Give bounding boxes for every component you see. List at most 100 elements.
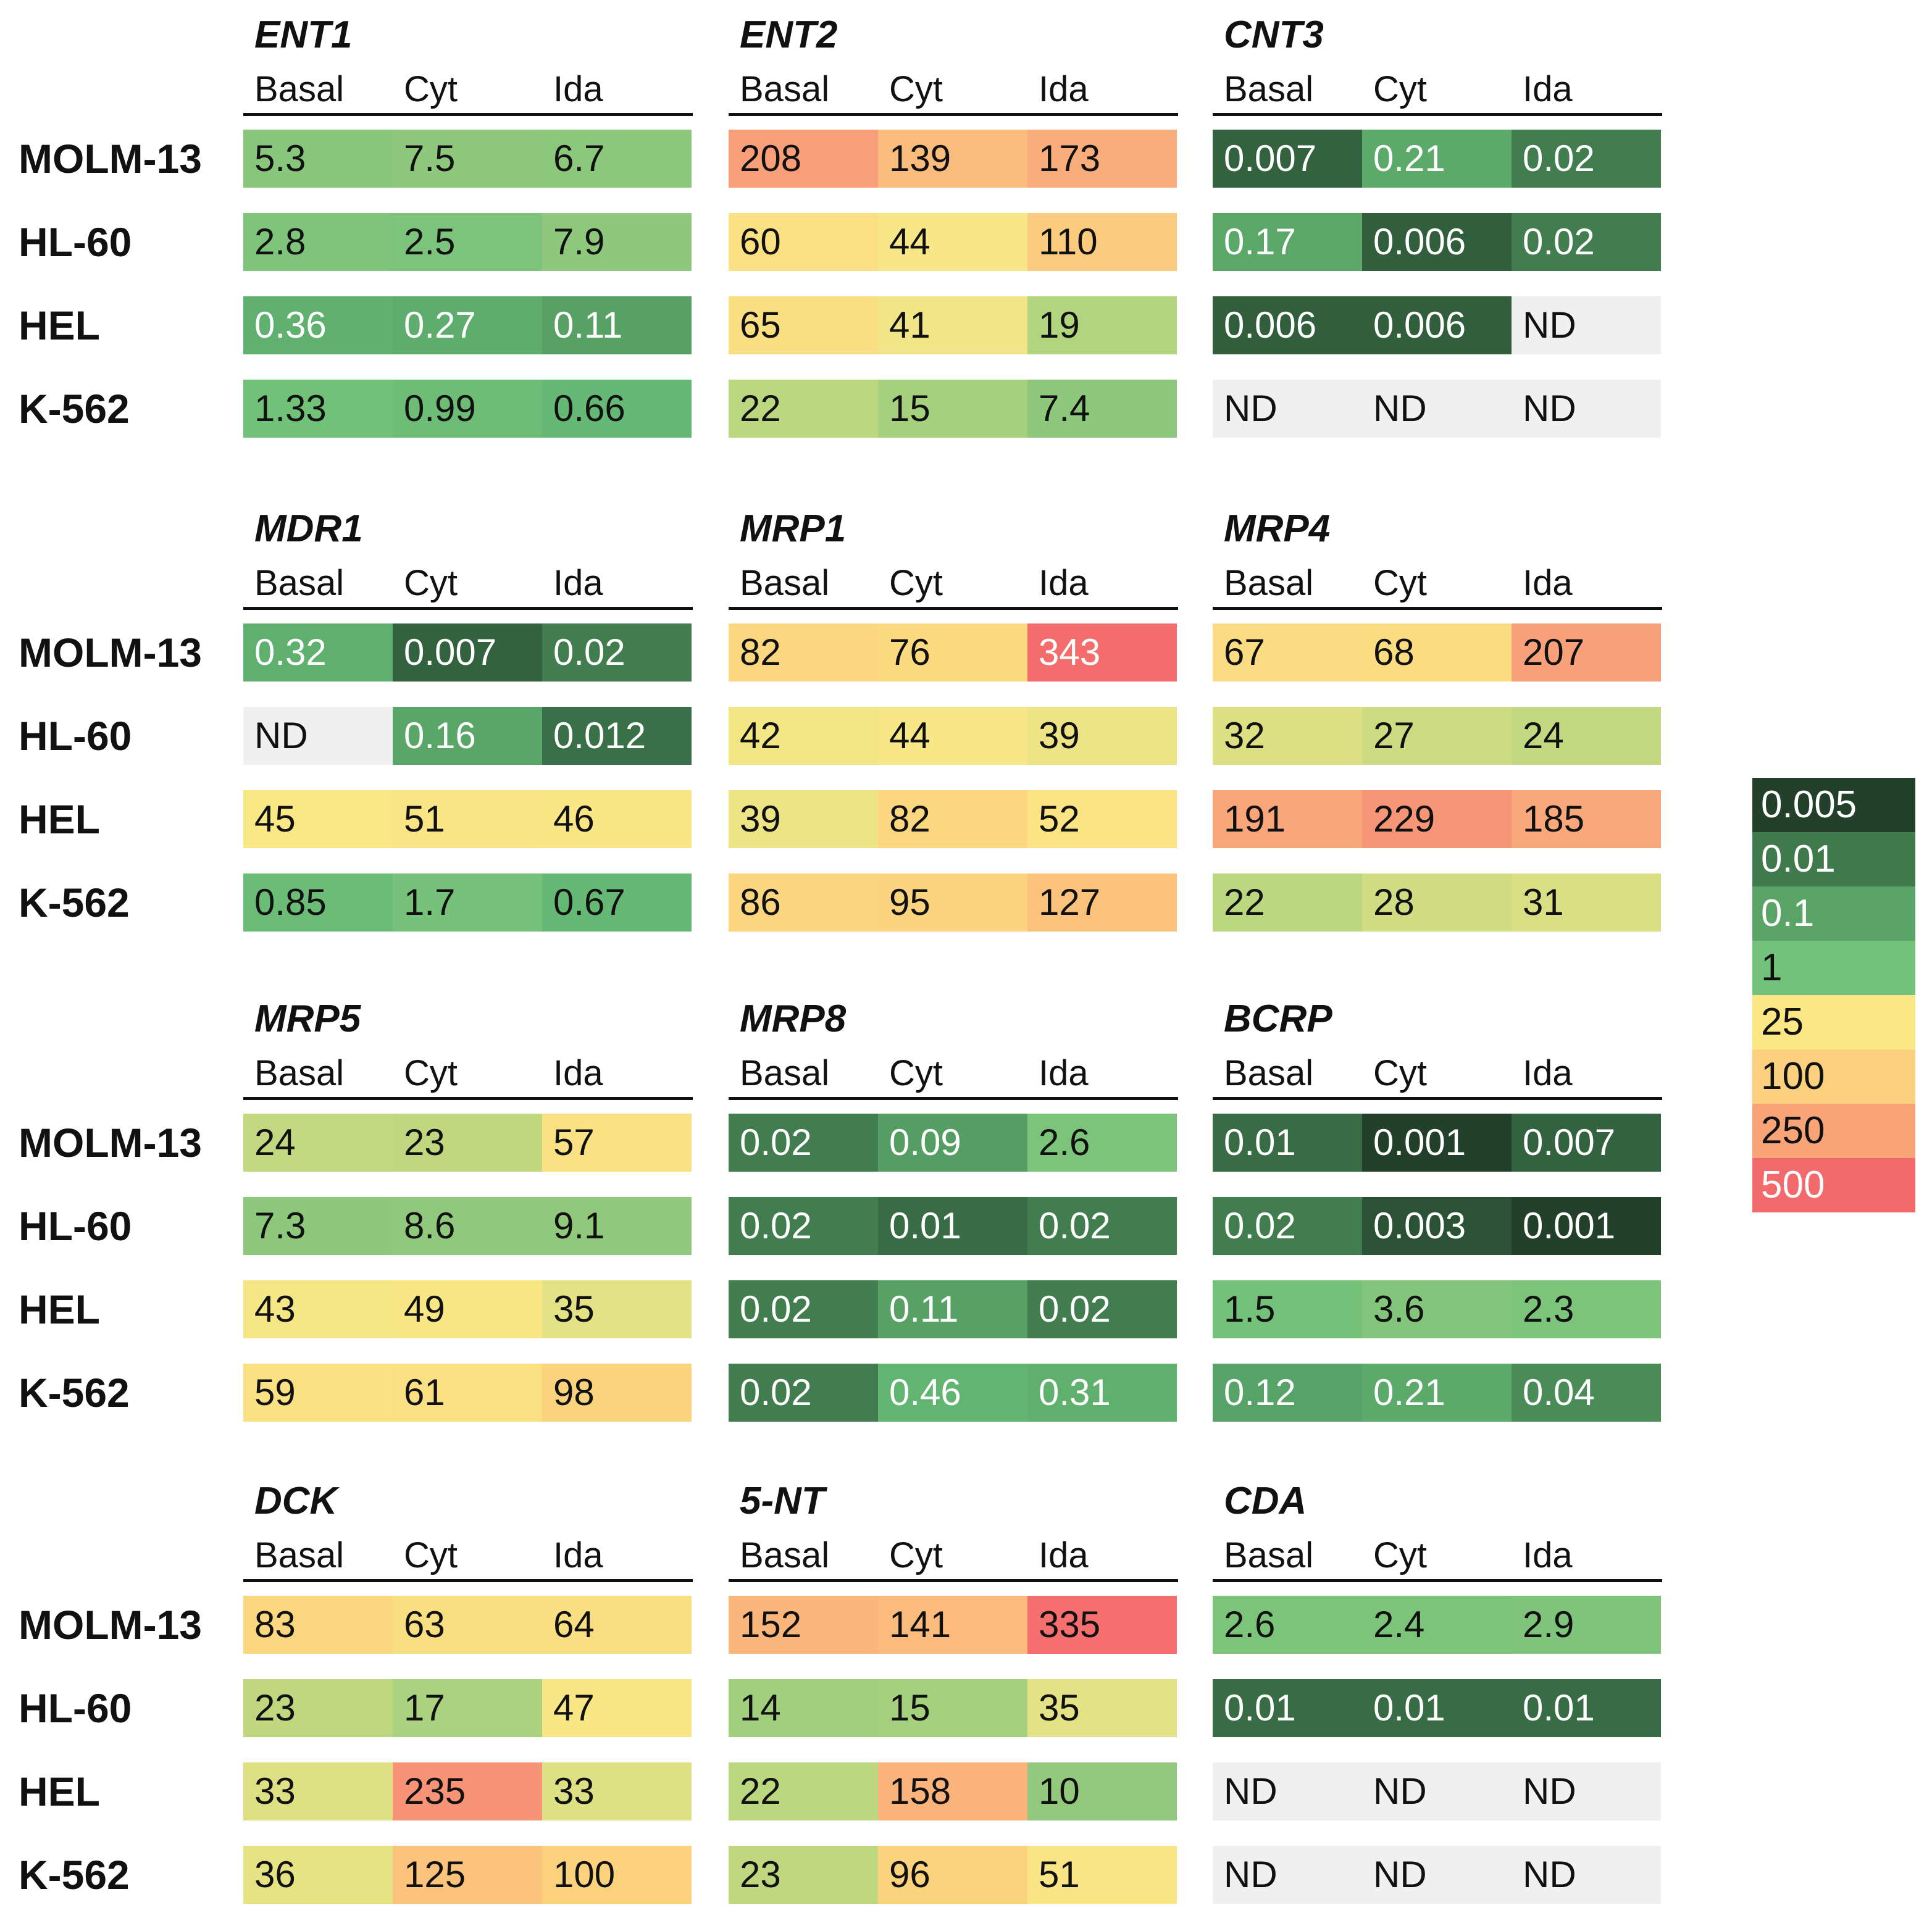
heatmap-cell: 43 <box>243 1280 393 1338</box>
column-label-ida: Ida <box>1039 69 1089 109</box>
heatmap-cell: 0.12 <box>1213 1364 1362 1422</box>
heatmap-cell: 86 <box>729 874 878 932</box>
heatmap-cell: 0.02 <box>729 1197 878 1255</box>
heatmap-cell: 0.02 <box>542 623 692 682</box>
heatmap-cell: 33 <box>243 1762 393 1820</box>
heatmap-cell: 22 <box>729 1762 878 1820</box>
legend-swatch: 0.1 <box>1752 886 1915 941</box>
heatmap-cell: 98 <box>542 1364 692 1422</box>
heatmap-cell: 52 <box>1027 790 1177 848</box>
column-label-basal: Basal <box>254 563 345 603</box>
heatmap-cell: 2.8 <box>243 213 393 271</box>
column-label-basal: Basal <box>740 563 830 603</box>
column-label-ida: Ida <box>1523 563 1573 603</box>
heatmap-cell: 42 <box>729 707 878 765</box>
row-label-k-562: K-562 <box>19 880 130 925</box>
row-label-k-562: K-562 <box>19 1370 130 1416</box>
heatmap-cell: 0.02 <box>1027 1197 1177 1255</box>
heatmap-cell: 173 <box>1027 130 1177 188</box>
header-rule <box>1213 607 1662 610</box>
heatmap-cell: 0.01 <box>1213 1679 1362 1737</box>
heatmap-cell: 2.3 <box>1512 1280 1661 1338</box>
heatmap-cell: 2.4 <box>1362 1596 1512 1654</box>
heatmap-cell: ND <box>1362 380 1512 438</box>
column-label-basal: Basal <box>1224 563 1314 603</box>
column-label-cyt: Cyt <box>1373 1053 1427 1093</box>
row-label-hel: HEL <box>19 796 100 842</box>
row-label-hel: HEL <box>19 302 100 348</box>
heatmap-cell: 0.04 <box>1512 1364 1661 1422</box>
heatmap-cell: 0.32 <box>243 623 393 682</box>
heatmap-cell: 0.11 <box>878 1280 1027 1338</box>
header-rule <box>729 1579 1178 1582</box>
heatmap-cell: 24 <box>1512 707 1661 765</box>
heatmap-cell: 0.27 <box>393 296 542 354</box>
heatmap-cell: 63 <box>393 1596 542 1654</box>
row-label-hl-60: HL-60 <box>19 1685 132 1731</box>
gene-title-bcrp: BCRP <box>1224 998 1332 1040</box>
heatmap-cell: 27 <box>1362 707 1512 765</box>
heatmap-cell: 22 <box>729 380 878 438</box>
heatmap-cell: ND <box>1512 296 1661 354</box>
heatmap-cell: 141 <box>878 1596 1027 1654</box>
gene-title-mrp4: MRP4 <box>1224 507 1331 550</box>
column-label-basal: Basal <box>1224 1535 1314 1575</box>
heatmap-cell: 33 <box>542 1762 692 1820</box>
row-label-hl-60: HL-60 <box>19 219 132 265</box>
heatmap-cell: 0.003 <box>1362 1197 1512 1255</box>
header-rule <box>1213 1579 1662 1582</box>
column-label-cyt: Cyt <box>404 563 458 603</box>
heatmap-cell: 8.6 <box>393 1197 542 1255</box>
heatmap-cell: 100 <box>542 1846 692 1904</box>
heatmap-cell: 67 <box>1213 623 1362 682</box>
heatmap-cell: 0.02 <box>729 1364 878 1422</box>
heatmap-cell: 61 <box>393 1364 542 1422</box>
heatmap-cell: 82 <box>878 790 1027 848</box>
heatmap-cell: 0.66 <box>542 380 692 438</box>
heatmap-cell: 39 <box>729 790 878 848</box>
column-label-ida: Ida <box>1523 1053 1573 1093</box>
heatmap-cell: 0.01 <box>1362 1679 1512 1737</box>
heatmap-cell: 7.3 <box>243 1197 393 1255</box>
heatmap-cell: 0.007 <box>393 623 542 682</box>
row-label-k-562: K-562 <box>19 1852 130 1898</box>
heatmap-cell: 57 <box>542 1114 692 1172</box>
header-rule <box>243 1579 693 1582</box>
column-label-cyt: Cyt <box>1373 1535 1427 1575</box>
heatmap-cell: 208 <box>729 130 878 188</box>
heatmap-cell: 0.007 <box>1213 130 1362 188</box>
heatmap-cell: 64 <box>542 1596 692 1654</box>
column-label-basal: Basal <box>740 69 830 109</box>
heatmap-cell: 0.02 <box>1213 1197 1362 1255</box>
heatmap-cell: 0.02 <box>729 1114 878 1172</box>
header-rule <box>243 113 693 116</box>
gene-title-mrp5: MRP5 <box>254 998 361 1040</box>
heatmap-cell: 39 <box>1027 707 1177 765</box>
heatmap-cell: 0.16 <box>393 707 542 765</box>
column-label-cyt: Cyt <box>889 563 943 603</box>
heatmap-cell: ND <box>1512 1762 1661 1820</box>
column-label-cyt: Cyt <box>404 1053 458 1093</box>
gene-title-5-nt: 5-NT <box>740 1480 825 1522</box>
heatmap-cell: 35 <box>1027 1679 1177 1737</box>
heatmap-cell: 207 <box>1512 623 1661 682</box>
gene-title-ent2: ENT2 <box>740 14 838 56</box>
heatmap-cell: 1.7 <box>393 874 542 932</box>
heatmap-cell: 1.5 <box>1213 1280 1362 1338</box>
heatmap-cell: ND <box>1512 380 1661 438</box>
heatmap-cell: 6.7 <box>542 130 692 188</box>
row-label-hl-60: HL-60 <box>19 713 132 759</box>
gene-title-ent1: ENT1 <box>254 14 353 56</box>
column-label-cyt: Cyt <box>404 1535 458 1575</box>
heatmap-cell: ND <box>243 707 393 765</box>
column-label-cyt: Cyt <box>1373 563 1427 603</box>
header-rule <box>243 1097 693 1100</box>
heatmap-cell: 0.11 <box>542 296 692 354</box>
heatmap-cell: 24 <box>243 1114 393 1172</box>
heatmap-cell: 0.99 <box>393 380 542 438</box>
heatmap-cell: 0.01 <box>1512 1679 1661 1737</box>
heatmap-cell: 335 <box>1027 1596 1177 1654</box>
legend-swatch: 100 <box>1752 1049 1915 1104</box>
column-label-cyt: Cyt <box>1373 69 1427 109</box>
heatmap-cell: ND <box>1213 380 1362 438</box>
